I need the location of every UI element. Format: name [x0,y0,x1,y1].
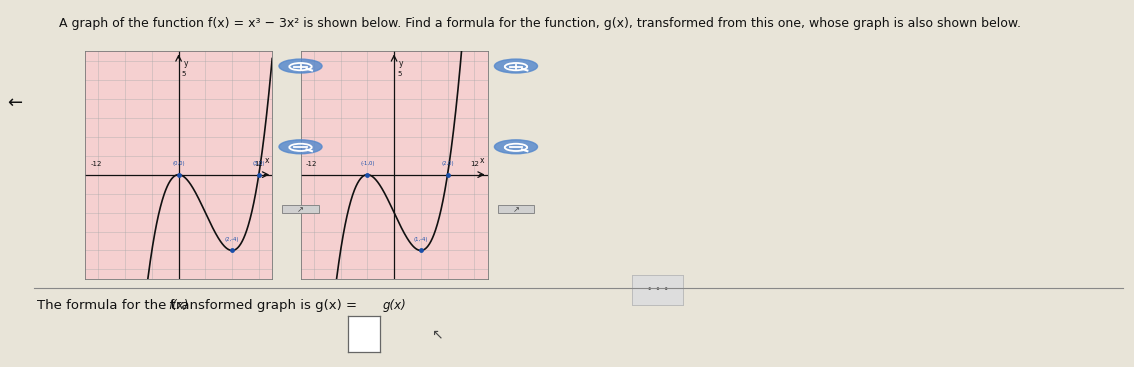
Text: The formula for the transformed graph is g(x) =: The formula for the transformed graph is… [37,299,362,312]
Text: y: y [184,59,188,68]
Text: ↗: ↗ [513,205,519,214]
Text: 12: 12 [254,161,263,167]
Text: 5: 5 [181,71,186,77]
Text: 12: 12 [469,161,479,167]
Text: -12: -12 [91,161,102,167]
Text: g(x): g(x) [382,299,406,312]
Text: A graph of the function f(x) = x³ − 3x² is shown below. Find a formula for the f: A graph of the function f(x) = x³ − 3x² … [59,17,1021,29]
Text: ←: ← [7,94,23,112]
Text: f(x): f(x) [169,299,188,312]
Text: -12: -12 [306,161,318,167]
Text: x: x [480,156,484,165]
Text: (1,-4): (1,-4) [414,237,428,242]
Text: (0,0): (0,0) [172,161,185,166]
Text: y: y [399,59,404,68]
Text: • • •: • • • [646,286,669,294]
Text: x: x [264,156,269,165]
Text: (2,0): (2,0) [441,161,454,166]
Text: (-1,0): (-1,0) [361,161,374,166]
Text: ↖: ↖ [431,327,442,341]
Text: (3,0): (3,0) [253,161,265,166]
Text: ↗: ↗ [297,205,304,214]
Text: 5: 5 [397,71,401,77]
Text: (2,-4): (2,-4) [225,237,239,242]
